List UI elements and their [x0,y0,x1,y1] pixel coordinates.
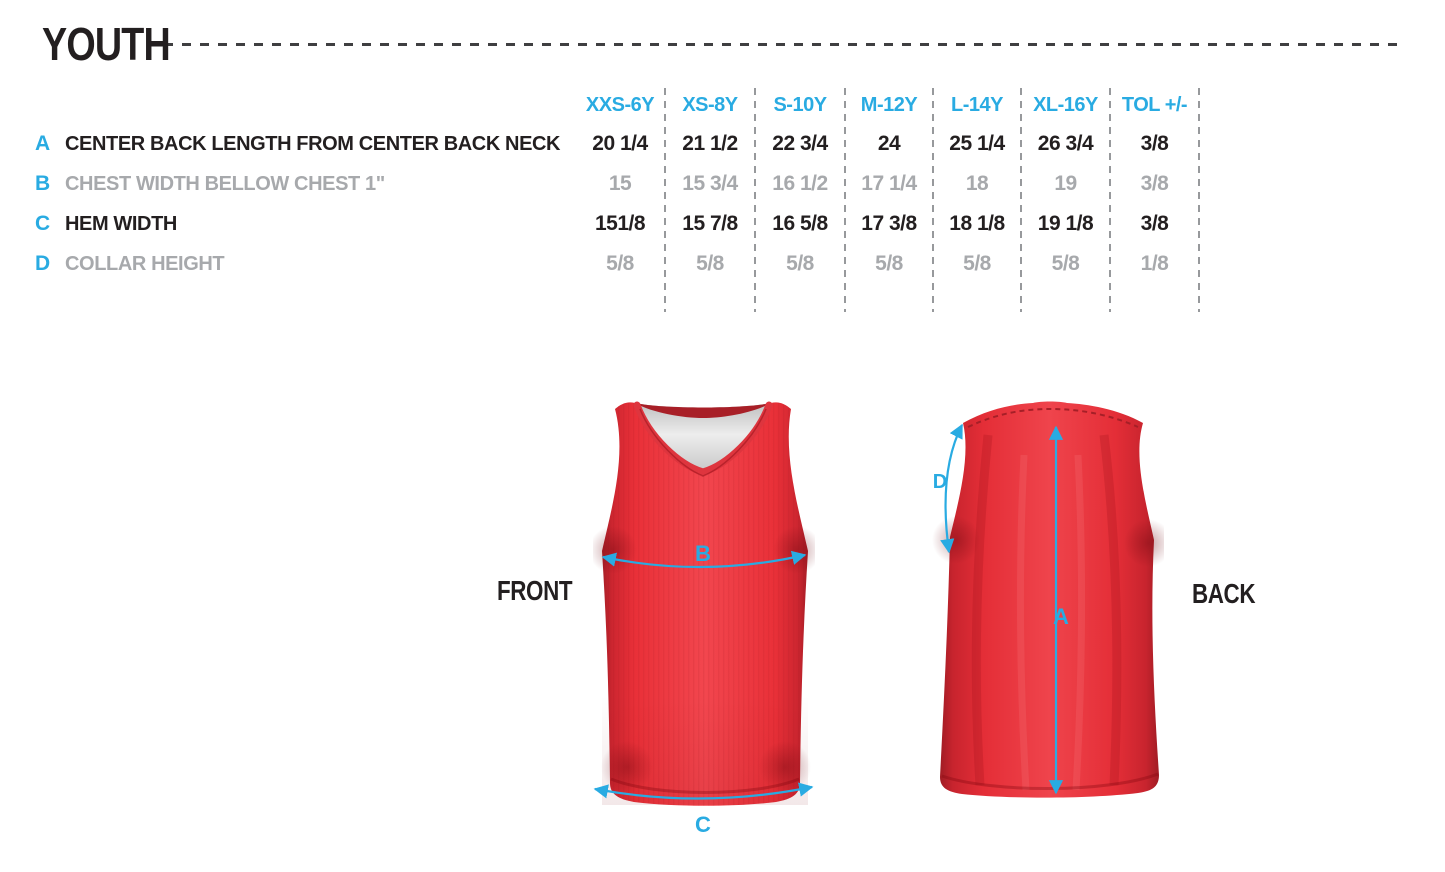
header-spacer [35,86,575,124]
back-underarm-shadow-left [932,516,980,564]
collar-height-arrow-d [940,423,963,554]
measure-label-a: A [1053,604,1069,629]
column-header: XL-16Y [1033,93,1098,116]
back-collar-stitching [967,407,1139,428]
front-neck-binding [633,401,773,476]
row-label-cell: C HEM WIDTH [35,204,575,244]
chest-width-arrow-b [601,550,807,569]
row-label: COLLAR HEIGHT [65,252,225,275]
column-separator [1109,88,1111,312]
back-view-label: BACK [1192,578,1256,609]
table-row: C HEM WIDTH 151/8 15 7/8 16 5/8 17 3/8 18 1/8 1… [35,204,1199,244]
measure-label-b: B [695,541,711,566]
measurement-value: 5/8 [875,252,903,275]
row-letter: B [35,172,50,195]
measurement-value: 16 5/8 [772,212,828,235]
front-view-label: FRONT [497,575,573,606]
page-title: YOUTH [42,18,171,70]
row-label-cell: B CHEST WIDTH BELLOW CHEST 1" [35,164,575,204]
row-label-cell: A CENTER BACK LENGTH FROM CENTER BACK NEC… [35,124,575,164]
measurement-value: 5/8 [606,252,634,275]
back-fold-1 [971,434,993,786]
column-separator [664,88,666,312]
measurement-value: 22 3/4 [772,132,828,155]
measurement-value: 25 1/4 [949,132,1005,155]
column-header: TOL +/- [1121,93,1188,116]
title-box: YOUTH [42,18,171,70]
measurement-value: 15 7/8 [682,212,738,235]
measurement-value: 17 3/8 [861,212,917,235]
table-row: D COLLAR HEIGHT 5/8 5/8 5/8 5/8 5/8 5/8 1/8 [35,244,1199,284]
measurement-value: 5/8 [1051,252,1080,275]
measurement-value: 5/8 [696,252,724,275]
row-label: CHEST WIDTH BELLOW CHEST 1" [65,172,385,195]
table-row: A CENTER BACK LENGTH FROM CENTER BACK NEC… [35,124,1199,164]
measurement-value: 15 [608,172,632,195]
back-fold-3 [1016,454,1030,791]
back-underarm-shadow-right [1124,519,1164,567]
measurement-value: 17 1/4 [861,172,917,195]
measurement-value: 19 [1054,172,1077,195]
measurement-value: 18 [965,172,989,195]
row-letter: C [35,212,50,235]
measure-label-c: C [695,812,711,837]
back-fold-2 [1099,434,1122,786]
column-header: S-10Y [773,93,827,116]
column-separator [844,88,846,312]
front-collar-lining-2 [635,403,771,473]
back-garment-illustration: A D [932,401,1164,798]
measurement-value: 21 1/2 [682,132,738,155]
measurement-value: 20 1/4 [592,132,648,155]
front-bottom-shade [602,695,808,805]
row-label: CENTER BACK LENGTH FROM CENTER BACK NECK [65,132,561,155]
measure-label-d: D [933,471,947,493]
measurement-value: 15 3/4 [682,172,738,195]
title-row: YOUTH [42,18,1445,70]
measurement-value: 24 [877,132,901,155]
measurement-value: 3/8 [1140,172,1169,195]
title-dashed-line [164,42,1402,46]
back-collar-band [635,403,771,418]
row-letter: D [35,252,50,275]
measurement-value: 18 1/8 [949,212,1005,235]
row-letter: A [35,132,50,155]
column-header: XXS-6Y [585,93,655,116]
measurement-value: 151/8 [594,212,646,235]
table-row: B CHEST WIDTH BELLOW CHEST 1" 15 15 3/4 16 1… [35,164,1199,204]
column-header: XS-8Y [682,93,738,116]
size-table: XXS-6Y XS-8Y S-10Y M-12Y L-14Y XL-16Y TOL +/- A… [35,86,1199,284]
measurement-value: 5/8 [786,252,814,275]
front-neck-binding-edge [639,408,767,477]
measurement-value: 16 1/2 [772,172,828,195]
table-header-row: XXS-6Y XS-8Y S-10Y M-12Y L-14Y XL-16Y TOL +/- [35,86,1199,124]
measurement-value: 3/8 [1140,212,1169,235]
measurement-value: 19 1/8 [1037,212,1094,235]
column-separator [932,88,934,312]
row-label-cell: D COLLAR HEIGHT [35,244,575,284]
hem-width-arrow-c [593,782,814,800]
column-separator [754,88,756,312]
measurement-value: 26 3/4 [1037,132,1094,155]
measurement-value: 5/8 [963,252,991,275]
row-label: HEM WIDTH [65,212,177,235]
column-header: L-14Y [951,93,1003,116]
column-header: M-12Y [860,93,918,116]
column-separator [1198,88,1200,312]
measurement-value: 1/8 [1140,252,1169,275]
measurement-value: 3/8 [1140,132,1169,155]
back-fold-4 [1072,454,1086,791]
front-garment-illustration: B C [593,401,815,837]
column-separator [1020,88,1022,312]
